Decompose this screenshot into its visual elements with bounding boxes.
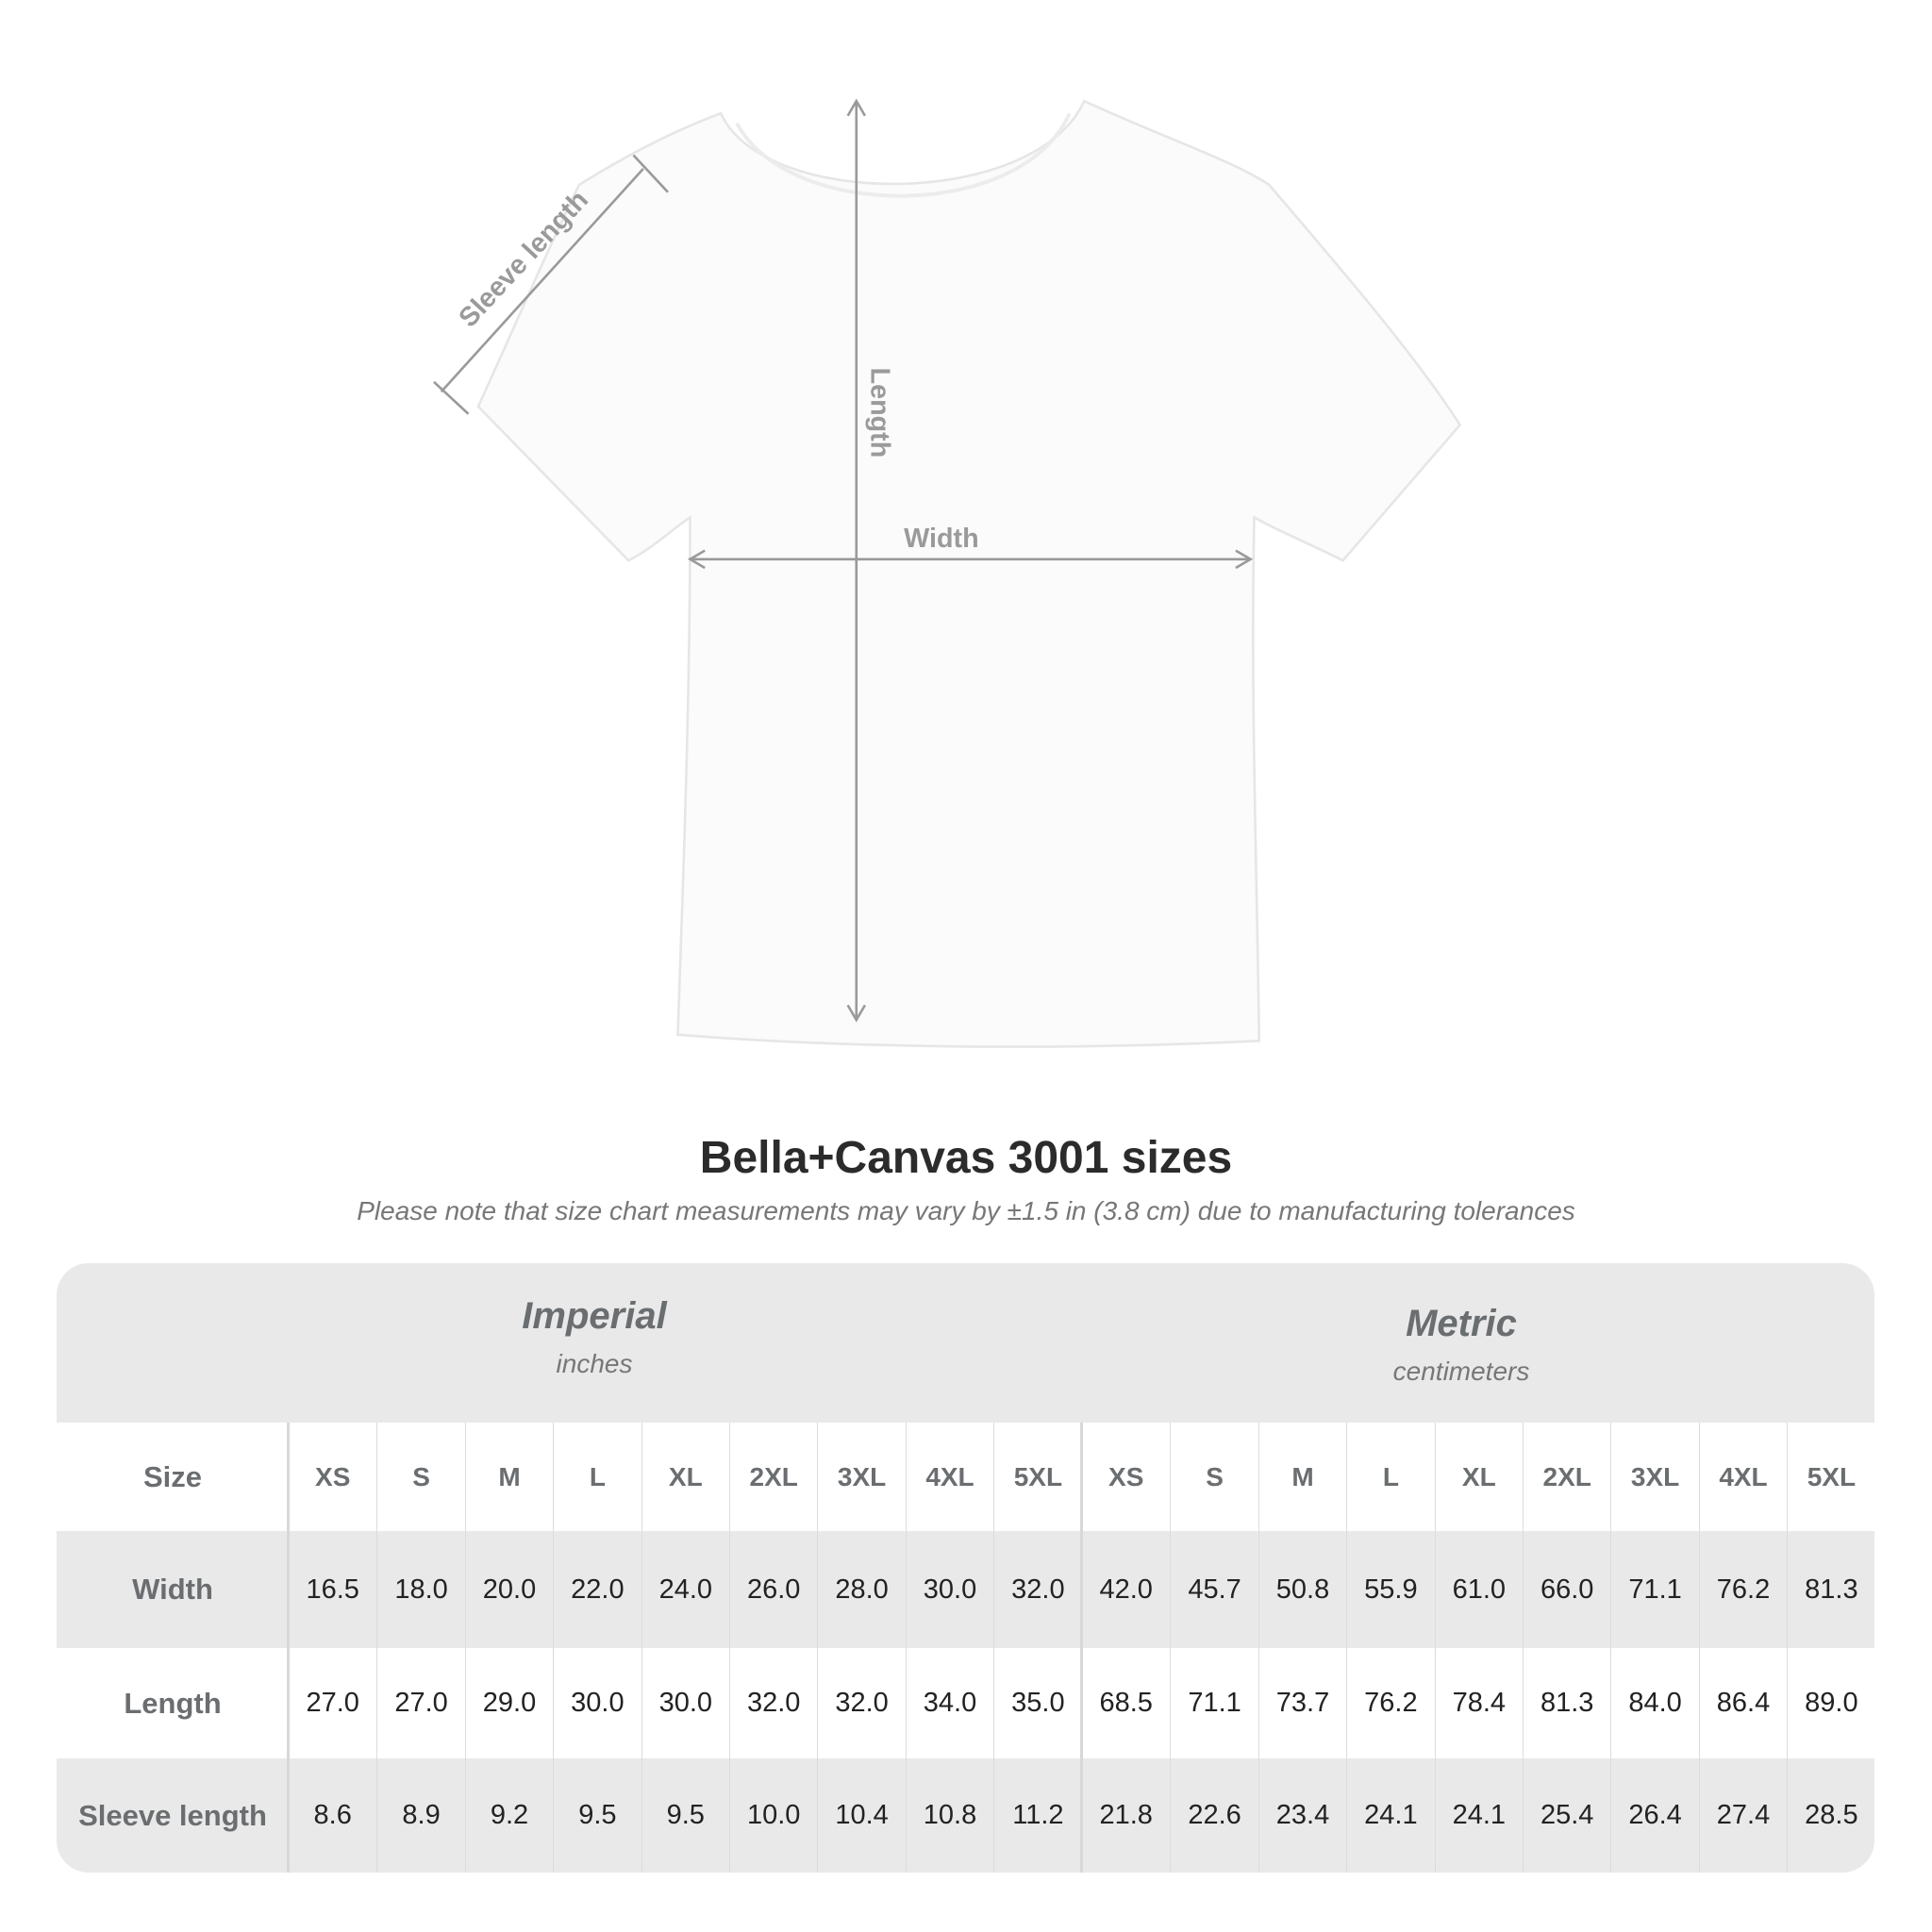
- tshirt-collar: [735, 112, 1072, 198]
- size-table: Imperial inches Metric centimeters Size X…: [57, 1263, 1874, 1873]
- table-cell: 10.4: [817, 1758, 905, 1873]
- tshirt-shape: [476, 99, 1462, 1048]
- size-header-cell: S: [1170, 1423, 1257, 1531]
- table-cell: 29.0: [464, 1648, 553, 1758]
- table-cell: 18.0: [376, 1531, 464, 1648]
- table-row: Width 16.5 18.0 20.0 22.0 24.0 26.0 28.0 30.0 32.…: [57, 1531, 1874, 1648]
- table-cell: 28.0: [817, 1531, 905, 1648]
- size-header-cell: S: [376, 1423, 464, 1531]
- size-header-cell: L: [1346, 1423, 1434, 1531]
- size-header-cell: L: [553, 1423, 641, 1531]
- table-cell: 42.0: [1099, 1574, 1153, 1605]
- group-divider: [287, 1423, 290, 1873]
- table-cell: 32.0: [817, 1648, 905, 1758]
- table-cell: 30.0: [641, 1648, 729, 1758]
- size-header-cell: 2XL: [1523, 1423, 1610, 1531]
- table-cell: 35.0: [993, 1648, 1081, 1758]
- table-cell: 26.0: [729, 1531, 817, 1648]
- table-cell: 86.4: [1698, 1648, 1787, 1758]
- table-cell: 76.2: [1346, 1648, 1434, 1758]
- page-title: Bella+Canvas 3001 sizes: [699, 1133, 1233, 1183]
- table-cell: 22.6: [1170, 1758, 1257, 1873]
- table-row: Sleeve length 8.6 8.9 9.2 9.5 9.5 10.0 10.4 10.8…: [57, 1758, 1874, 1873]
- table-cell: 81.3: [1787, 1531, 1874, 1648]
- size-header-cell: 4XL: [1698, 1423, 1787, 1531]
- table-cell: 9.5: [553, 1758, 641, 1873]
- row-label: Sleeve length: [78, 1798, 267, 1832]
- imperial-title: Imperial: [522, 1295, 667, 1337]
- size-header-cell: 3XL: [817, 1423, 905, 1531]
- table-cell: 20.0: [464, 1531, 553, 1648]
- table-cell: 10.8: [905, 1758, 993, 1873]
- group-header-band: [57, 1263, 1874, 1423]
- table-cell: 8.6: [313, 1800, 352, 1830]
- table-cell: 30.0: [905, 1531, 993, 1648]
- table-cell: 71.1: [1610, 1531, 1698, 1648]
- table-cell: 32.0: [993, 1531, 1081, 1648]
- size-header-cell: XL: [1434, 1423, 1523, 1531]
- size-header-cell: 2XL: [729, 1423, 817, 1531]
- size-header-cell: XL: [641, 1423, 729, 1531]
- table-cell: 34.0: [905, 1648, 993, 1758]
- table-cell: 16.5: [306, 1574, 359, 1605]
- size-header-cell: XS: [315, 1461, 351, 1491]
- table-cell: 81.3: [1523, 1648, 1610, 1758]
- table-cell: 84.0: [1610, 1648, 1698, 1758]
- table-cell: 24.1: [1434, 1758, 1523, 1873]
- group-imperial: Imperial inches: [311, 1295, 877, 1379]
- table-cell: 27.4: [1698, 1758, 1787, 1873]
- table-cell: 76.2: [1698, 1531, 1787, 1648]
- table-cell: 21.8: [1099, 1800, 1153, 1830]
- table-cell: 24.0: [641, 1531, 729, 1648]
- width-label: Width: [904, 524, 978, 554]
- table-cell: 10.0: [729, 1758, 817, 1873]
- tshirt-diagram: Sleeve length Length Width: [433, 98, 1462, 1048]
- size-header-cell: XS: [1108, 1461, 1144, 1491]
- table-cell: 71.1: [1170, 1648, 1257, 1758]
- table-cell: 22.0: [553, 1531, 641, 1648]
- row-label: Width: [132, 1573, 213, 1606]
- table-cell: 9.2: [464, 1758, 553, 1873]
- table-cell: 68.5: [1099, 1688, 1153, 1718]
- table-cell: 27.0: [306, 1688, 359, 1718]
- table-cell: 26.4: [1610, 1758, 1698, 1873]
- table-cell: 28.5: [1787, 1758, 1874, 1873]
- table-cell: 11.2: [993, 1758, 1081, 1873]
- sleeve-arrow: [440, 168, 644, 393]
- size-header-cell: 5XL: [993, 1423, 1081, 1531]
- row-label: Size: [142, 1459, 203, 1493]
- table-cell: 45.7: [1170, 1531, 1257, 1648]
- table-cell: 73.7: [1257, 1648, 1346, 1758]
- table-cell: 66.0: [1523, 1531, 1610, 1648]
- group-metric: Metric centimeters: [1178, 1303, 1744, 1387]
- table-cell: 32.0: [729, 1648, 817, 1758]
- table-cell: 89.0: [1787, 1648, 1874, 1758]
- table-cell: 24.1: [1346, 1758, 1434, 1873]
- table-cell: 55.9: [1346, 1531, 1434, 1648]
- size-header-cell: M: [1257, 1423, 1346, 1531]
- row-label: Length: [124, 1686, 222, 1720]
- length-label: Length: [864, 368, 894, 458]
- size-header-cell: 5XL: [1787, 1423, 1874, 1531]
- tolerance-note: Please note that size chart measurements…: [357, 1196, 1575, 1225]
- table-cell: 30.0: [553, 1648, 641, 1758]
- table-cell: 9.5: [641, 1758, 729, 1873]
- size-header-row: Size XS S M L XL 2XL 3XL 4XL 5XL XS S M L XL 2XL 3XL 4XL 5…: [57, 1423, 1874, 1531]
- metric-title: Metric: [1406, 1303, 1517, 1344]
- imperial-unit: inches: [556, 1349, 633, 1378]
- table-cell: 23.4: [1257, 1758, 1346, 1873]
- table-cell: 78.4: [1434, 1648, 1523, 1758]
- table-cell: 25.4: [1523, 1758, 1610, 1873]
- table-row: Length 27.0 27.0 29.0 30.0 30.0 32.0 32.0 34.0 35…: [57, 1648, 1874, 1758]
- group-divider: [1080, 1423, 1083, 1873]
- table-cell: 8.9: [376, 1758, 464, 1873]
- table-cell: 50.8: [1257, 1531, 1346, 1648]
- table-cell: 61.0: [1434, 1531, 1523, 1648]
- size-header-cell: 4XL: [905, 1423, 993, 1531]
- size-header-cell: M: [464, 1423, 553, 1531]
- metric-unit: centimeters: [1392, 1357, 1530, 1386]
- table-cell: 27.0: [376, 1648, 464, 1758]
- size-header-cell: 3XL: [1610, 1423, 1698, 1531]
